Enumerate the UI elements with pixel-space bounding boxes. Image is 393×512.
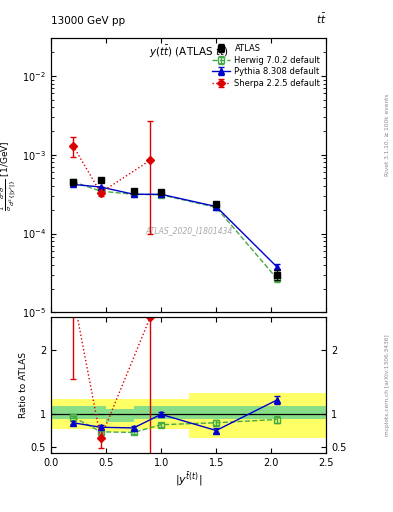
Y-axis label: Ratio to ATLAS: Ratio to ATLAS (19, 352, 28, 418)
Text: ATLAS_2020_I1801434: ATLAS_2020_I1801434 (145, 226, 232, 234)
Text: mcplots.cern.ch [arXiv:1306.3436]: mcplots.cern.ch [arXiv:1306.3436] (385, 334, 389, 436)
Text: $y(t\bar{t})$ (ATLAS $t\bar{t}$): $y(t\bar{t})$ (ATLAS $t\bar{t}$) (149, 44, 228, 60)
Legend: ATLAS, Herwig 7.0.2 default, Pythia 8.308 default, Sherpa 2.2.5 default: ATLAS, Herwig 7.0.2 default, Pythia 8.30… (209, 41, 324, 91)
Y-axis label: $\frac{1}{\sigma}\frac{d^2\sigma}{d^2\{|y^{\bar{t}}|\}}\ [1/\mathrm{GeV}]$: $\frac{1}{\sigma}\frac{d^2\sigma}{d^2\{|… (0, 140, 19, 210)
Text: Rivet 3.1.10, ≥ 100k events: Rivet 3.1.10, ≥ 100k events (385, 93, 389, 176)
X-axis label: $|y^{\bar{t}(t)}|$: $|y^{\bar{t}(t)}|$ (175, 471, 202, 488)
Text: $t\bar{t}$: $t\bar{t}$ (316, 11, 326, 26)
Text: 13000 GeV pp: 13000 GeV pp (51, 15, 125, 26)
